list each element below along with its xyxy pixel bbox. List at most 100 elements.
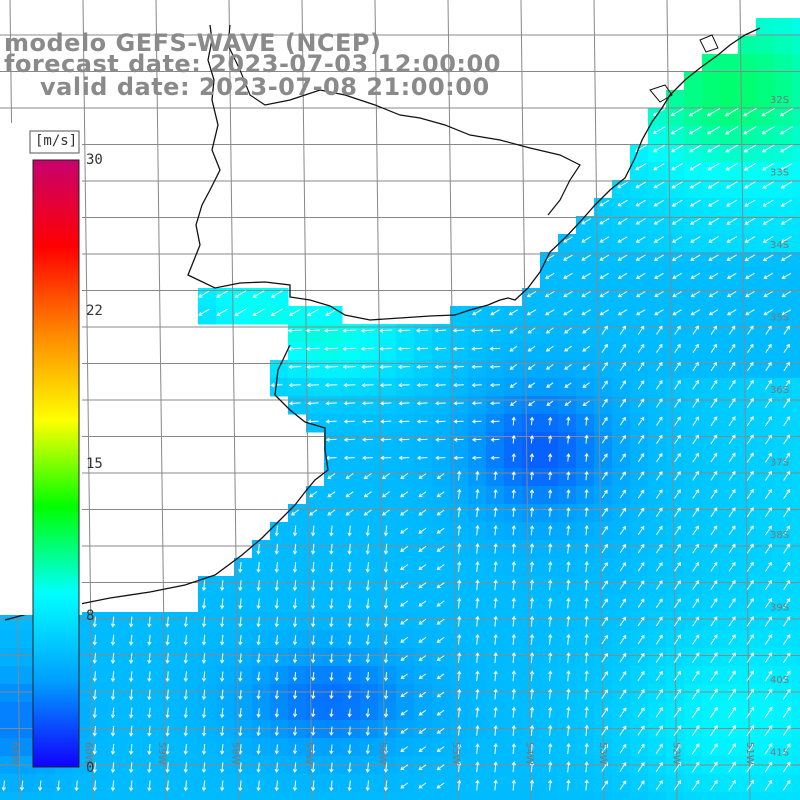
wind-arrow bbox=[475, 761, 480, 773]
lat-label: 39S bbox=[770, 603, 789, 614]
wind-arrow bbox=[619, 435, 626, 444]
wind-speed-cell bbox=[234, 594, 253, 613]
wind-speed-cell bbox=[792, 252, 800, 271]
wind-arrow bbox=[708, 309, 719, 316]
colorbar-tick-22: 22 bbox=[86, 303, 103, 319]
wind-speed-cell bbox=[144, 792, 163, 800]
wind-speed-cell bbox=[648, 540, 667, 559]
wind-arrow bbox=[674, 525, 681, 536]
wind-speed-cell bbox=[666, 522, 685, 541]
wind-speed-cell bbox=[252, 792, 271, 800]
wind-speed-cell bbox=[0, 612, 19, 631]
wind-speed-cell bbox=[396, 342, 415, 361]
wind-speed-cell bbox=[756, 252, 775, 271]
lat-label: 38S bbox=[770, 530, 789, 541]
wind-arrow bbox=[129, 707, 134, 719]
wind-arrow bbox=[511, 579, 516, 591]
wind-speed-cell bbox=[162, 630, 181, 649]
wind-arrow bbox=[655, 652, 663, 663]
wind-arrow bbox=[728, 543, 736, 554]
wind-arrow bbox=[343, 437, 355, 442]
wind-arrow bbox=[383, 762, 389, 773]
wind-arrow bbox=[673, 761, 682, 773]
wind-arrow bbox=[692, 361, 699, 372]
wind-speed-cell bbox=[576, 648, 595, 667]
wind-arrow bbox=[746, 652, 754, 664]
wind-speed-cell bbox=[666, 396, 685, 415]
wind-arrow bbox=[288, 308, 301, 316]
wind-speed-cell bbox=[720, 468, 739, 487]
wind-arrow bbox=[709, 706, 718, 718]
wind-arrow bbox=[548, 489, 553, 499]
wind-arrow bbox=[343, 401, 356, 406]
wind-speed-cell bbox=[126, 666, 145, 685]
wind-arrow bbox=[110, 634, 116, 646]
wind-arrow bbox=[238, 726, 243, 737]
wind-arrow bbox=[780, 236, 792, 243]
wind-arrow bbox=[274, 744, 279, 755]
model-title: modelo GEFS-WAVE (NCEP) bbox=[4, 29, 382, 57]
wind-speed-cell bbox=[720, 252, 739, 271]
wind-arrow bbox=[274, 598, 279, 610]
wind-arrow bbox=[765, 325, 772, 335]
wind-speed-cell bbox=[792, 360, 800, 379]
wind-arrow bbox=[511, 507, 516, 517]
wind-speed-cell bbox=[378, 396, 397, 415]
wind-arrow bbox=[637, 652, 645, 663]
wind-speed-cell bbox=[432, 378, 451, 397]
wind-arrow bbox=[689, 162, 702, 171]
wind-arrow bbox=[692, 343, 699, 353]
wind-arrow bbox=[548, 652, 553, 664]
wind-speed-cell bbox=[720, 486, 739, 505]
wind-speed-cell bbox=[684, 144, 703, 163]
wind-arrow bbox=[764, 616, 773, 627]
wind-arrow bbox=[706, 107, 721, 117]
wind-speed-cell bbox=[288, 666, 307, 685]
wind-speed-cell bbox=[612, 738, 631, 757]
wind-arrow bbox=[619, 762, 627, 772]
wind-speed-cell bbox=[54, 792, 73, 800]
wind-speed-cell bbox=[630, 666, 649, 685]
wind-speed-cell bbox=[360, 450, 379, 469]
wind-speed-cell bbox=[432, 774, 451, 793]
wind-arrow bbox=[582, 345, 591, 352]
wind-arrow bbox=[329, 744, 334, 755]
wind-speed-cell bbox=[540, 684, 559, 703]
lon-label: 54W bbox=[524, 742, 535, 765]
wind-arrow bbox=[692, 416, 699, 426]
wind-speed-cell bbox=[198, 306, 217, 325]
wind-arrow bbox=[475, 743, 480, 754]
wind-arrow bbox=[674, 361, 681, 372]
wind-speed-cell bbox=[738, 774, 757, 793]
wind-speed-cell bbox=[396, 738, 415, 757]
wind-speed-cell bbox=[504, 306, 523, 325]
wind-speed-cell bbox=[612, 648, 631, 667]
wind-arrow bbox=[692, 325, 699, 335]
wind-speed-cell bbox=[702, 630, 721, 649]
wind-arrow bbox=[746, 616, 754, 627]
wind-arrow bbox=[782, 670, 791, 682]
wind-arrow bbox=[581, 291, 591, 298]
wind-speed-cell bbox=[594, 576, 613, 595]
wind-speed-cell bbox=[90, 702, 109, 721]
wind-arrow bbox=[636, 291, 646, 298]
wind-arrow bbox=[601, 325, 608, 335]
wind-speed-cell bbox=[522, 288, 541, 307]
wind-speed-cell bbox=[216, 702, 235, 721]
wind-speed-cell bbox=[0, 702, 19, 721]
wind-speed-cell bbox=[270, 360, 289, 379]
wind-speed-cell bbox=[666, 540, 685, 559]
wind-arrow bbox=[343, 419, 355, 424]
wind-arrow bbox=[220, 762, 225, 774]
wind-speed-cell bbox=[324, 558, 343, 577]
wind-arrow bbox=[764, 561, 772, 572]
wind-speed-cell bbox=[288, 540, 307, 559]
wind-arrow bbox=[490, 455, 500, 461]
wind-arrow bbox=[743, 107, 757, 117]
wind-arrow bbox=[747, 361, 754, 372]
wind-arrow bbox=[746, 598, 754, 609]
wind-arrow bbox=[655, 616, 663, 627]
wind-speed-cell bbox=[684, 504, 703, 523]
wind-arrow bbox=[655, 580, 663, 590]
wind-arrow bbox=[311, 780, 316, 792]
